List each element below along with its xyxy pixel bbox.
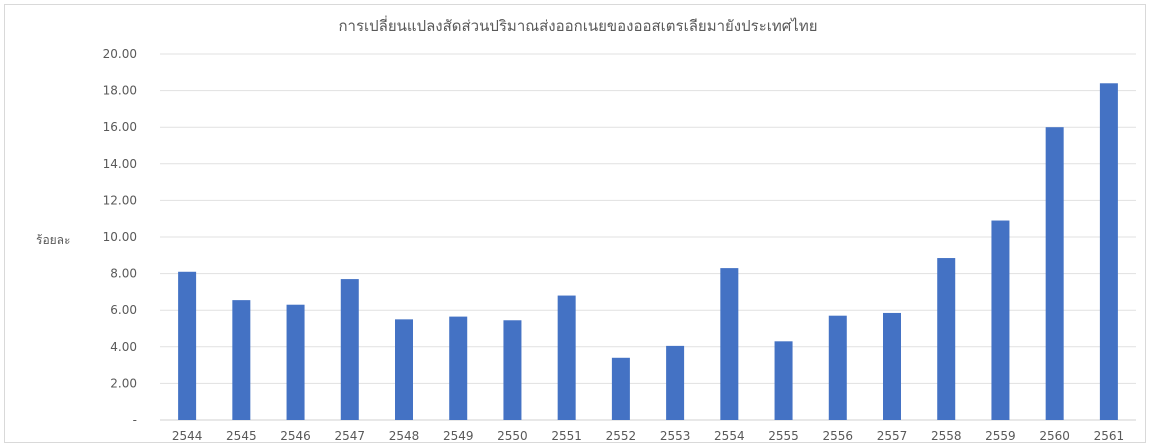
x-tick-label: 2546 [280, 429, 311, 443]
bar-2548 [395, 319, 413, 420]
x-tick-label: 2551 [551, 429, 582, 443]
y-axis-ticks: - 2.00 4.00 6.00 8.00 10.00 12.00 14.00 16.00 18.… [103, 47, 137, 427]
x-tick-label: 2555 [768, 429, 799, 443]
x-tick-label: 2558 [931, 429, 962, 443]
bar-2553 [666, 345, 685, 420]
x-tick-label: 2547 [335, 429, 366, 443]
bar-2549 [449, 316, 468, 420]
bar-2545 [232, 300, 251, 420]
y-tick-label: 10.00 [103, 230, 137, 244]
bar-2560 [1045, 127, 1064, 420]
bar-2546 [286, 304, 305, 420]
x-tick-label: 2550 [497, 429, 528, 443]
y-tick-label: 8.00 [110, 267, 137, 281]
y-tick-label: 6.00 [110, 303, 137, 317]
gridlines [160, 53, 1136, 421]
y-tick-label: - [133, 413, 137, 427]
bar-2558 [937, 258, 956, 420]
bar-2559 [991, 220, 1010, 420]
y-tick-label: 2.00 [110, 376, 137, 390]
x-tick-label: 2553 [660, 429, 691, 443]
y-tick-label: 20.00 [103, 47, 137, 61]
x-tick-label: 2548 [389, 429, 420, 443]
bar-2555 [774, 341, 793, 420]
x-tick-label: 2544 [172, 429, 203, 443]
y-tick-label: 4.00 [110, 340, 137, 354]
x-tick-label: 2554 [714, 429, 745, 443]
y-tick-label: 16.00 [103, 120, 137, 134]
bar-2554 [720, 268, 739, 420]
y-tick-label: 14.00 [103, 157, 137, 171]
bar-2556 [828, 315, 847, 420]
bar-2550 [503, 320, 522, 420]
x-tick-label: 2559 [985, 429, 1016, 443]
bars [178, 83, 1118, 420]
bar-2544 [178, 271, 197, 420]
bar-2547 [340, 279, 359, 420]
x-tick-label: 2561 [1094, 429, 1125, 443]
y-axis-label: ร้อยละ [36, 233, 70, 247]
bar-2561 [1099, 83, 1118, 420]
y-tick-label: 12.00 [103, 193, 137, 207]
x-tick-label: 2549 [443, 429, 474, 443]
y-tick-label: 18.00 [103, 84, 137, 98]
bar-2551 [557, 295, 576, 420]
x-tick-label: 2545 [226, 429, 257, 443]
x-tick-label: 2557 [877, 429, 908, 443]
x-tick-label: 2560 [1039, 429, 1070, 443]
x-tick-label: 2552 [606, 429, 637, 443]
bar-2557 [883, 312, 901, 420]
chart-title: การเปลี่ยนแปลงสัดส่วนปริมาณส่งออกเนยของอ… [338, 15, 817, 35]
bar-2552 [611, 357, 630, 420]
x-tick-label: 2556 [823, 429, 854, 443]
x-axis-ticks: 2544 2545 2546 2547 2548 2549 2550 2551 2552 2553… [172, 429, 1124, 443]
